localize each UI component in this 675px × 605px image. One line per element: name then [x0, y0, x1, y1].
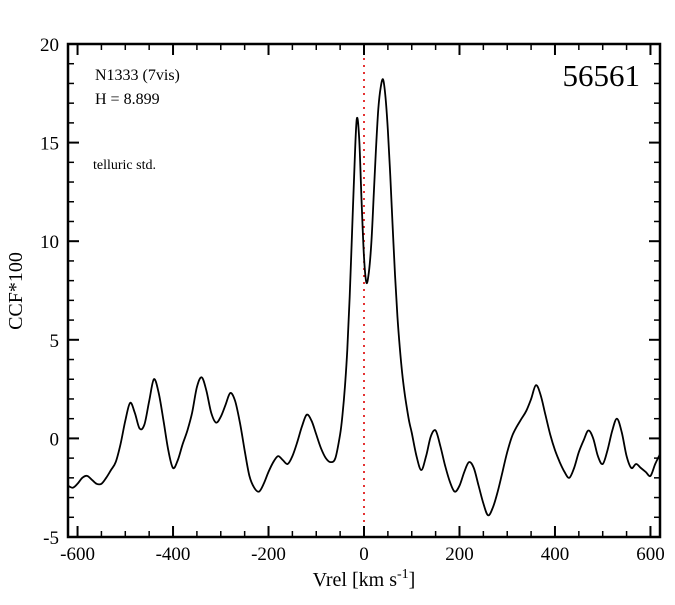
ccf-curve-layer	[67, 78, 661, 517]
y-tick-label: 0	[50, 429, 60, 450]
y-tick-label: 20	[40, 35, 59, 56]
y-tick-label: 5	[50, 331, 60, 352]
x-tick-label: -200	[251, 544, 286, 565]
ccf-curve	[67, 78, 661, 517]
y-tick-label: -5	[43, 528, 59, 549]
x-axis-title-main: Vrel [km s	[313, 569, 398, 591]
x-axis-title-close-bracket: ]	[409, 569, 416, 591]
telluric-note-label: telluric std.	[93, 158, 156, 173]
object-label: N1333 (7vis)	[95, 67, 180, 84]
x-tick-label: -400	[156, 544, 191, 565]
magnitude-label: H = 8.899	[95, 91, 160, 108]
x-tick-label: 600	[636, 544, 665, 565]
x-axis-title: Vrel [km s-1]	[313, 567, 416, 591]
x-tick-label: 200	[445, 544, 474, 565]
epoch-label: 56561	[563, 58, 641, 93]
y-tick-label: 15	[40, 134, 59, 155]
tick-layer: -600 -400 -200 0 200 400 600 -5 0 5 10 15 20	[40, 35, 665, 565]
x-tick-label: 0	[359, 544, 369, 565]
x-tick-label: 400	[541, 544, 570, 565]
plot-frame	[66, 42, 662, 539]
y-tick-label: 10	[40, 232, 59, 253]
y-axis-title: CCF*100	[5, 252, 27, 330]
x-tick-label: -600	[60, 544, 95, 565]
x-axis-title-superscript: -1	[397, 567, 409, 582]
